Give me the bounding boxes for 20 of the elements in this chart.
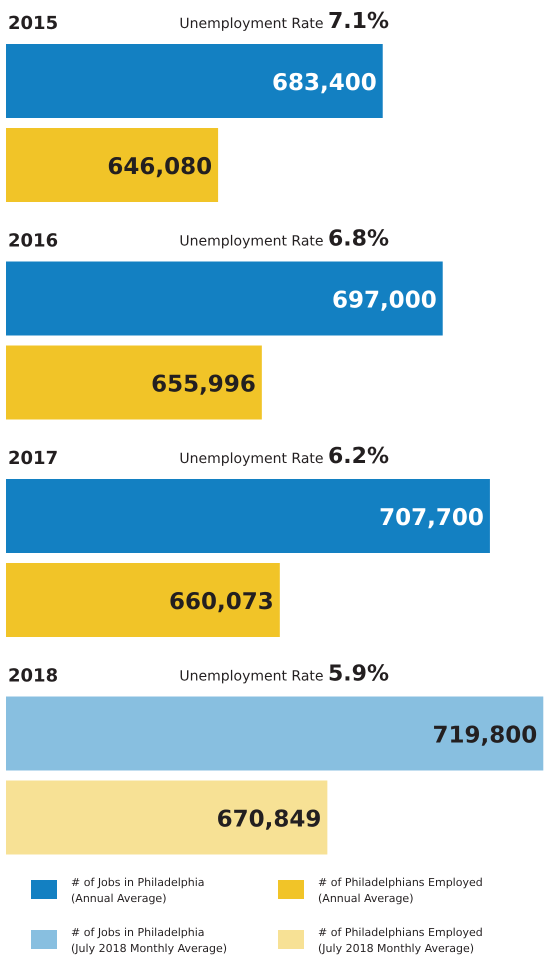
data-label: 670,849 xyxy=(216,806,322,832)
data-label: 655,996 xyxy=(151,372,256,398)
y-tick-label: 2015 xyxy=(8,13,58,34)
legend-label: # of Jobs in Philadelphia (July 2018 Monthly Average) xyxy=(71,926,228,955)
data-label: 707,700 xyxy=(379,505,484,531)
legend-label: # of Philadelphians Employed (July 2018 Monthly Average) xyxy=(318,926,483,955)
annotation: Unemployment Rate 5.9% xyxy=(179,662,389,686)
legend-label: # of Jobs in Philadelphia (Annual Average) xyxy=(71,876,205,905)
data-label: 660,073 xyxy=(169,589,274,615)
legend-label: # of Philadelphians Employed (Annual Average) xyxy=(318,876,483,905)
annotation: Unemployment Rate 6.2% xyxy=(179,444,389,469)
data-label: 646,080 xyxy=(107,154,212,180)
data-label: 719,800 xyxy=(432,722,538,748)
annotation: Unemployment Rate 7.1% xyxy=(179,9,389,34)
y-tick-label: 2018 xyxy=(8,666,58,686)
annotation: Unemployment Rate 6.8% xyxy=(179,226,389,252)
y-tick-label: 2016 xyxy=(8,230,58,252)
y-tick-label: 2017 xyxy=(8,448,58,469)
data-label: 683,400 xyxy=(272,70,377,96)
data-label: 697,000 xyxy=(332,288,437,314)
